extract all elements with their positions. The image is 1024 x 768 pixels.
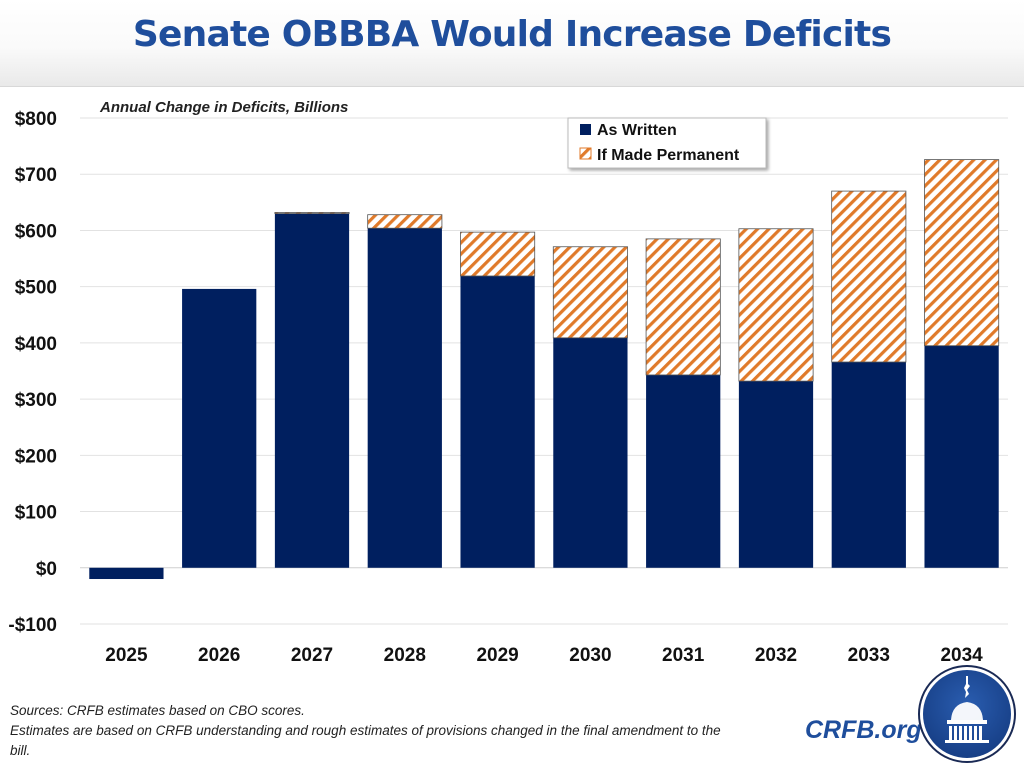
capitol-dome-logo-icon (918, 665, 1016, 763)
y-tick-label: $800 (15, 109, 57, 130)
bars (89, 159, 1000, 580)
y-tick-label: $0 (36, 559, 57, 580)
x-tick-label: 2033 (848, 645, 890, 666)
bar-as-written-2025 (89, 567, 164, 580)
y-tick-label: $700 (15, 165, 57, 186)
page-title: Senate OBBBA Would Increase Deficits (132, 14, 892, 55)
x-tick-label: 2029 (476, 645, 518, 666)
bar-if-made-permanent-2034 (924, 159, 1000, 347)
legend-swatch-as-written (580, 124, 591, 135)
x-tick-label: 2034 (940, 645, 983, 666)
y-tick-label: $600 (15, 221, 57, 242)
y-axis-ticks: $800 $700 $600 $500 $400 $300 $200 $100 $0 -$100 (8, 109, 57, 636)
deficit-bar-chart: $800$700$600$500$400$300$200$100$0-$100 … (8, 99, 1008, 666)
bar-as-written-2028 (367, 228, 442, 568)
x-tick-label: 2026 (198, 645, 240, 666)
legend-box (567, 117, 767, 169)
x-tick-label: 2032 (755, 645, 797, 666)
bar-if-made-permanent-2031 (645, 238, 721, 376)
bar-as-written-2027 (274, 213, 350, 568)
bar-if-made-permanent-2027 (274, 212, 350, 214)
bar-as-written-2029 (460, 275, 535, 568)
bar-as-written-2033 (831, 362, 906, 568)
legend-label-if-made-permanent: If Made Permanent (597, 147, 740, 164)
y-tick-label: -$100 (8, 615, 57, 636)
crfb-link[interactable]: CRFB.org (805, 716, 922, 744)
x-tick-label: 2027 (291, 645, 333, 666)
y-tick-label: $500 (15, 278, 57, 299)
y-tick-label: $200 (15, 446, 57, 467)
legend-swatch-if-made-permanent (579, 147, 592, 160)
bar-if-made-permanent-2029 (460, 231, 536, 277)
legend-label-as-written: As Written (597, 122, 677, 139)
y-tick-label: $400 (15, 334, 57, 355)
estimates-note: Estimates are based on CRFB understandin… (10, 723, 721, 758)
bar-if-made-permanent-2033 (831, 190, 907, 363)
x-tick-label: 2030 (569, 645, 611, 666)
footnote: Sources: CRFB estimates based on CBO sco… (10, 701, 730, 761)
bar-as-written-2026 (182, 288, 257, 568)
chart-subtitle: Annual Change in Deficits, Billions (99, 99, 348, 116)
bar-if-made-permanent-2028 (367, 214, 443, 229)
bar-as-written-2031 (646, 374, 721, 568)
bar-if-made-permanent-2032 (738, 228, 814, 382)
x-axis-ticks: 2025 2026 2027 2028 2029 2030 2031 2032 2033 2034 (105, 645, 983, 666)
x-tick-label: 2028 (384, 645, 426, 666)
bar-as-written-2032 (738, 381, 814, 568)
x-tick-label: 2031 (662, 645, 705, 666)
bar-as-written-2030 (553, 337, 628, 568)
bar-if-made-permanent-2030 (552, 246, 628, 339)
sources-text: Sources: CRFB estimates based on CBO sco… (10, 703, 305, 718)
legend: As Written If Made Permanent (567, 117, 767, 169)
x-tick-label: 2025 (105, 645, 148, 666)
header-band: Senate OBBBA Would Increase Deficits (0, 0, 1024, 87)
y-tick-label: $300 (15, 390, 57, 411)
y-tick-label: $100 (15, 503, 57, 524)
bar-as-written-2034 (924, 345, 999, 568)
